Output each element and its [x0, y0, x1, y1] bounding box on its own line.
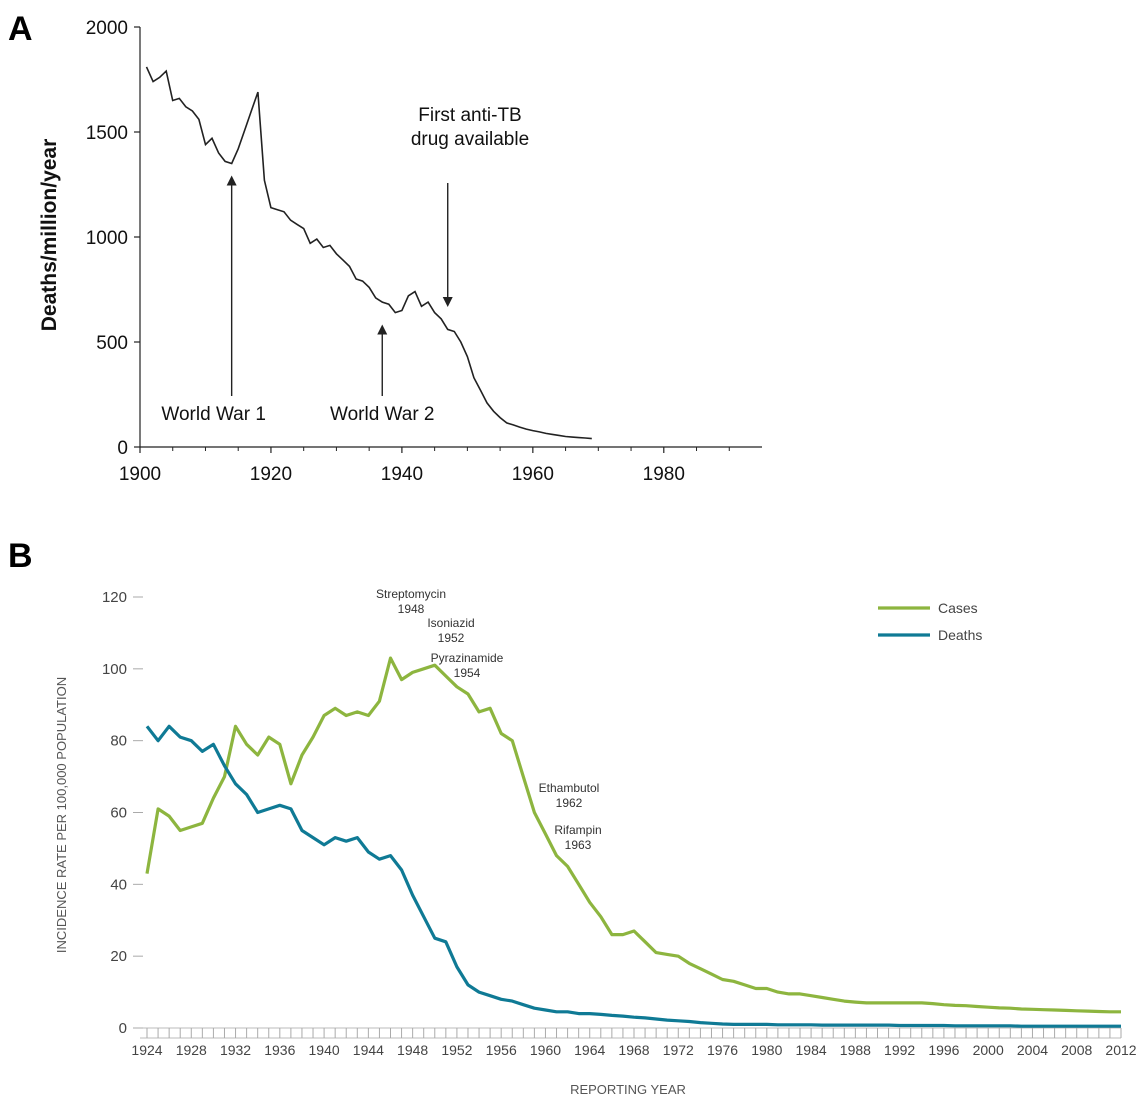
panel-a-y-tick-label: 0 [117, 438, 128, 459]
panel-b-series-cases [145, 656, 1121, 1014]
panel-b-x-tick-label: 1992 [884, 1042, 915, 1058]
panel-b-y-tick-label: 40 [110, 876, 127, 893]
panel-b-axes [140, 1027, 1121, 1039]
panel-b-drug-annotation: Isoniazid [427, 616, 474, 630]
panel-b-legend-label-deaths: Deaths [938, 627, 982, 643]
panel-a: A Deaths/million/year 0 500 1000 1500 2000 19… [8, 10, 762, 485]
panel-b-x-tick-label: 1956 [486, 1042, 517, 1058]
panel-b-ticks: 0 20 40 60 80 100 120 1924 1928 1932 1936 1940 1944 1… [102, 589, 1137, 1058]
panel-b-x-tick-label: 2004 [1017, 1042, 1048, 1058]
panel-b-y-tick-label: 100 [102, 661, 127, 678]
panel-b-x-tick-label: 1928 [176, 1042, 207, 1058]
panel-b-y-tick-label: 80 [110, 733, 127, 750]
panel-a-series-line [145, 66, 592, 440]
panel-a-y-axis-label: Deaths/million/year [38, 139, 61, 332]
panel-a-ww2-label: World War 2 [330, 404, 435, 425]
panel-a-ww1-arrow-head [226, 175, 237, 186]
panel-a-ww2-arrow-head [377, 324, 388, 335]
panel-b-x-tick-label: 1948 [397, 1042, 428, 1058]
panel-a-x-tick-label: 1940 [381, 464, 423, 485]
panel-a-ticks: 0 500 1000 1500 2000 1900 1920 1940 1960 1980 [86, 18, 730, 485]
panel-b-x-tick-label: 1924 [131, 1042, 162, 1058]
panel-b-x-tick-label: 1968 [618, 1042, 649, 1058]
panel-b-y-tick-label: 20 [110, 948, 127, 965]
panel-a-y-tick-label: 2000 [86, 18, 128, 39]
panel-b-drug-annotation: 1948 [398, 602, 425, 616]
panel-a-x-tick-label: 1960 [512, 464, 554, 485]
panel-b-x-tick-label: 1944 [353, 1042, 384, 1058]
panel-b-x-tick-label: 1980 [751, 1042, 782, 1058]
panel-b-x-tick-label: 1964 [574, 1042, 605, 1058]
panel-a-y-tick-label: 1000 [86, 228, 128, 249]
panel-b-x-tick-label: 1952 [441, 1042, 472, 1058]
panel-b-drug-annotation: Pyrazinamide [431, 651, 504, 665]
panel-b-x-tick-label: 1976 [707, 1042, 738, 1058]
panel-b-legend-label-cases: Cases [938, 600, 978, 616]
panel-b-x-tick-label: 1996 [928, 1042, 959, 1058]
panel-b-drug-annotation: Streptomycin [376, 587, 446, 601]
panel-a-letter: A [8, 10, 33, 48]
panel-b-x-axis-label: REPORTING YEAR [570, 1082, 686, 1097]
panel-b-x-tick-label: 1940 [309, 1042, 340, 1058]
panel-b-drug-annotation: 1963 [565, 838, 592, 852]
panel-a-drug-label-line: First anti-TB [418, 105, 521, 126]
panel-b-x-tick-label: 2008 [1061, 1042, 1092, 1058]
panel-a-y-tick-label: 1500 [86, 123, 128, 144]
panel-b-letter: B [8, 537, 33, 575]
panel-b-y-tick-label: 0 [119, 1020, 127, 1037]
panel-b-x-tick-label: 1932 [220, 1042, 251, 1058]
panel-b-drug-annotation: 1962 [556, 796, 583, 810]
panel-b-x-tick-label: 2000 [973, 1042, 1004, 1058]
panel-b-x-tick-label: 2012 [1105, 1042, 1136, 1058]
panel-a-drug-arrow-head [442, 297, 453, 307]
panel-a-ww1-label: World War 1 [161, 404, 266, 425]
panel-b-x-tick-label: 1960 [530, 1042, 561, 1058]
panel-b-drug-annotation: 1952 [438, 631, 465, 645]
panel-a-y-tick-label: 500 [96, 333, 128, 354]
panel-b-y-axis-label: INCIDENCE RATE PER 100,000 POPULATION [54, 677, 69, 953]
panel-a-axes [139, 27, 762, 448]
panel-b-drug-annotation: 1954 [454, 666, 481, 680]
panel-b-series-deaths [145, 724, 1121, 1028]
panel-b: B INCIDENCE RATE PER 100,000 POPULATION … [8, 537, 1137, 1097]
panel-a-x-tick-label: 1980 [643, 464, 685, 485]
panel-b-x-tick-label: 1988 [840, 1042, 871, 1058]
panel-b-drug-annotation: Ethambutol [539, 781, 600, 795]
panel-b-x-tick-label: 1984 [796, 1042, 827, 1058]
panel-b-series [145, 656, 1121, 1028]
panel-b-drug-annotation: Rifampin [554, 823, 601, 837]
panel-b-y-tick-label: 120 [102, 589, 127, 606]
panel-a-drug-label-line: drug available [411, 129, 529, 150]
panel-b-y-tick-label: 60 [110, 805, 127, 822]
panel-b-x-tick-label: 1972 [663, 1042, 694, 1058]
panel-b-legend: Cases Deaths [878, 600, 982, 643]
panel-a-x-tick-label: 1920 [250, 464, 292, 485]
panel-a-x-tick-label: 1900 [119, 464, 161, 485]
panel-a-annotations: World War 1 World War 2 First anti-TB drug … [161, 105, 529, 425]
panel-b-x-tick-label: 1936 [264, 1042, 295, 1058]
